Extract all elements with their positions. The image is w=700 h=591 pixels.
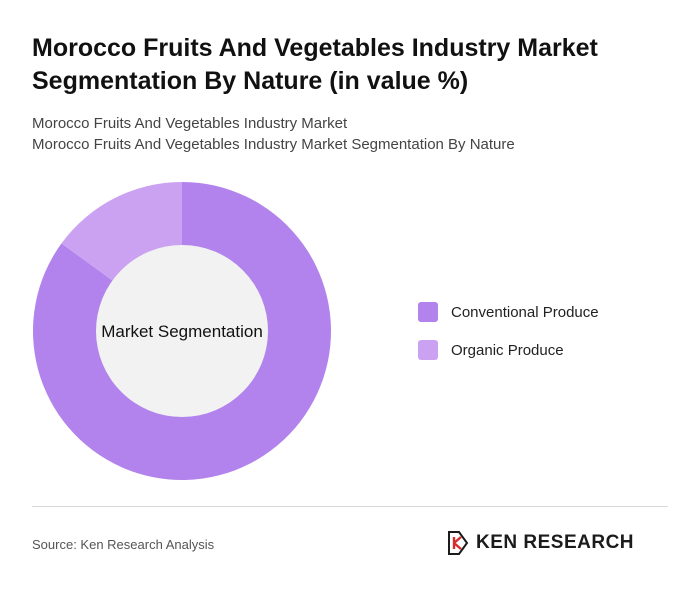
chart-title: Morocco Fruits And Vegetables Industry M… bbox=[32, 34, 598, 95]
ken-research-logo[interactable]: KEN RESEARCH bbox=[447, 531, 634, 555]
footer-divider bbox=[32, 506, 668, 507]
subtitle-line-2: Morocco Fruits And Vegetables Industry M… bbox=[32, 136, 515, 153]
brand-name: KEN RESEARCH bbox=[476, 532, 635, 553]
chart-subtitle: Morocco Fruits And Vegetables Industry M… bbox=[32, 113, 672, 155]
chart-legend: Conventional Produce Organic Produce bbox=[418, 302, 599, 378]
legend-label-organic: Organic Produce bbox=[451, 341, 564, 359]
ken-research-logo-icon bbox=[448, 531, 469, 555]
legend-item-conventional[interactable]: Conventional Produce bbox=[418, 302, 599, 322]
source-note: Source: Ken Research Analysis bbox=[32, 537, 215, 552]
donut-chart: Market Segmentation bbox=[32, 182, 332, 480]
legend-item-organic[interactable]: Organic Produce bbox=[418, 340, 599, 360]
legend-swatch-conventional bbox=[418, 302, 438, 322]
legend-swatch-organic bbox=[418, 340, 438, 360]
donut-center bbox=[96, 245, 268, 417]
subtitle-line-1: Morocco Fruits And Vegetables Industry M… bbox=[32, 115, 348, 132]
legend-label-conventional: Conventional Produce bbox=[451, 303, 599, 321]
donut-center-label: Market Segmentation bbox=[101, 322, 263, 341]
